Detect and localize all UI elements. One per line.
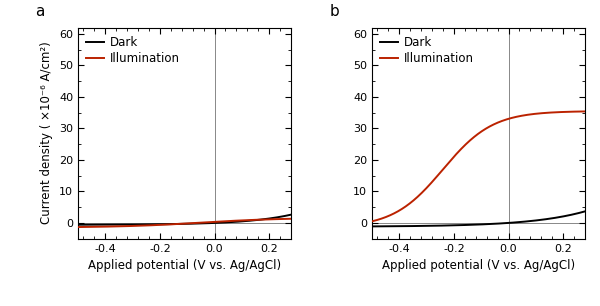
Dark	[511, 221, 518, 224]
Text: a: a	[35, 4, 45, 19]
Legend: Dark, Illumination: Dark, Illumination	[84, 33, 182, 67]
Dark	[112, 223, 119, 226]
Y-axis label: Current density ( ×10⁻⁶ A/cm²): Current density ( ×10⁻⁶ A/cm²)	[40, 42, 53, 225]
Dark	[368, 225, 376, 228]
Illumination	[581, 110, 589, 113]
Line: Illumination: Illumination	[372, 111, 585, 221]
Dark	[235, 220, 242, 223]
Illumination	[112, 225, 119, 228]
Dark	[171, 222, 178, 226]
Illumination	[406, 202, 413, 205]
Dark	[494, 222, 501, 226]
Dark	[581, 210, 589, 213]
Illumination	[368, 219, 376, 223]
Illumination	[287, 217, 295, 221]
Illumination	[217, 220, 224, 223]
Illumination	[529, 112, 536, 116]
Illumination	[423, 186, 430, 190]
Line: Dark: Dark	[78, 215, 291, 225]
Illumination	[171, 222, 178, 226]
Dark	[200, 222, 207, 225]
Illumination	[235, 219, 242, 222]
Dark	[423, 224, 430, 228]
Dark	[465, 223, 472, 227]
Dark	[74, 223, 82, 226]
Illumination	[200, 221, 207, 224]
Illumination	[129, 224, 136, 228]
Legend: Dark, Illumination: Dark, Illumination	[378, 33, 476, 67]
X-axis label: Applied potential (V vs. Ag/AgCl): Applied potential (V vs. Ag/AgCl)	[88, 259, 281, 272]
Illumination	[465, 140, 472, 144]
Illumination	[511, 115, 518, 119]
Dark	[529, 219, 536, 223]
Line: Dark: Dark	[372, 211, 585, 226]
Illumination	[494, 121, 501, 125]
Dark	[406, 224, 413, 228]
X-axis label: Applied potential (V vs. Ag/AgCl): Applied potential (V vs. Ag/AgCl)	[382, 259, 575, 272]
Dark	[217, 221, 224, 225]
Illumination	[74, 225, 82, 229]
Line: Illumination: Illumination	[78, 219, 291, 227]
Dark	[129, 223, 136, 226]
Dark	[287, 213, 295, 217]
Text: b: b	[329, 4, 339, 19]
